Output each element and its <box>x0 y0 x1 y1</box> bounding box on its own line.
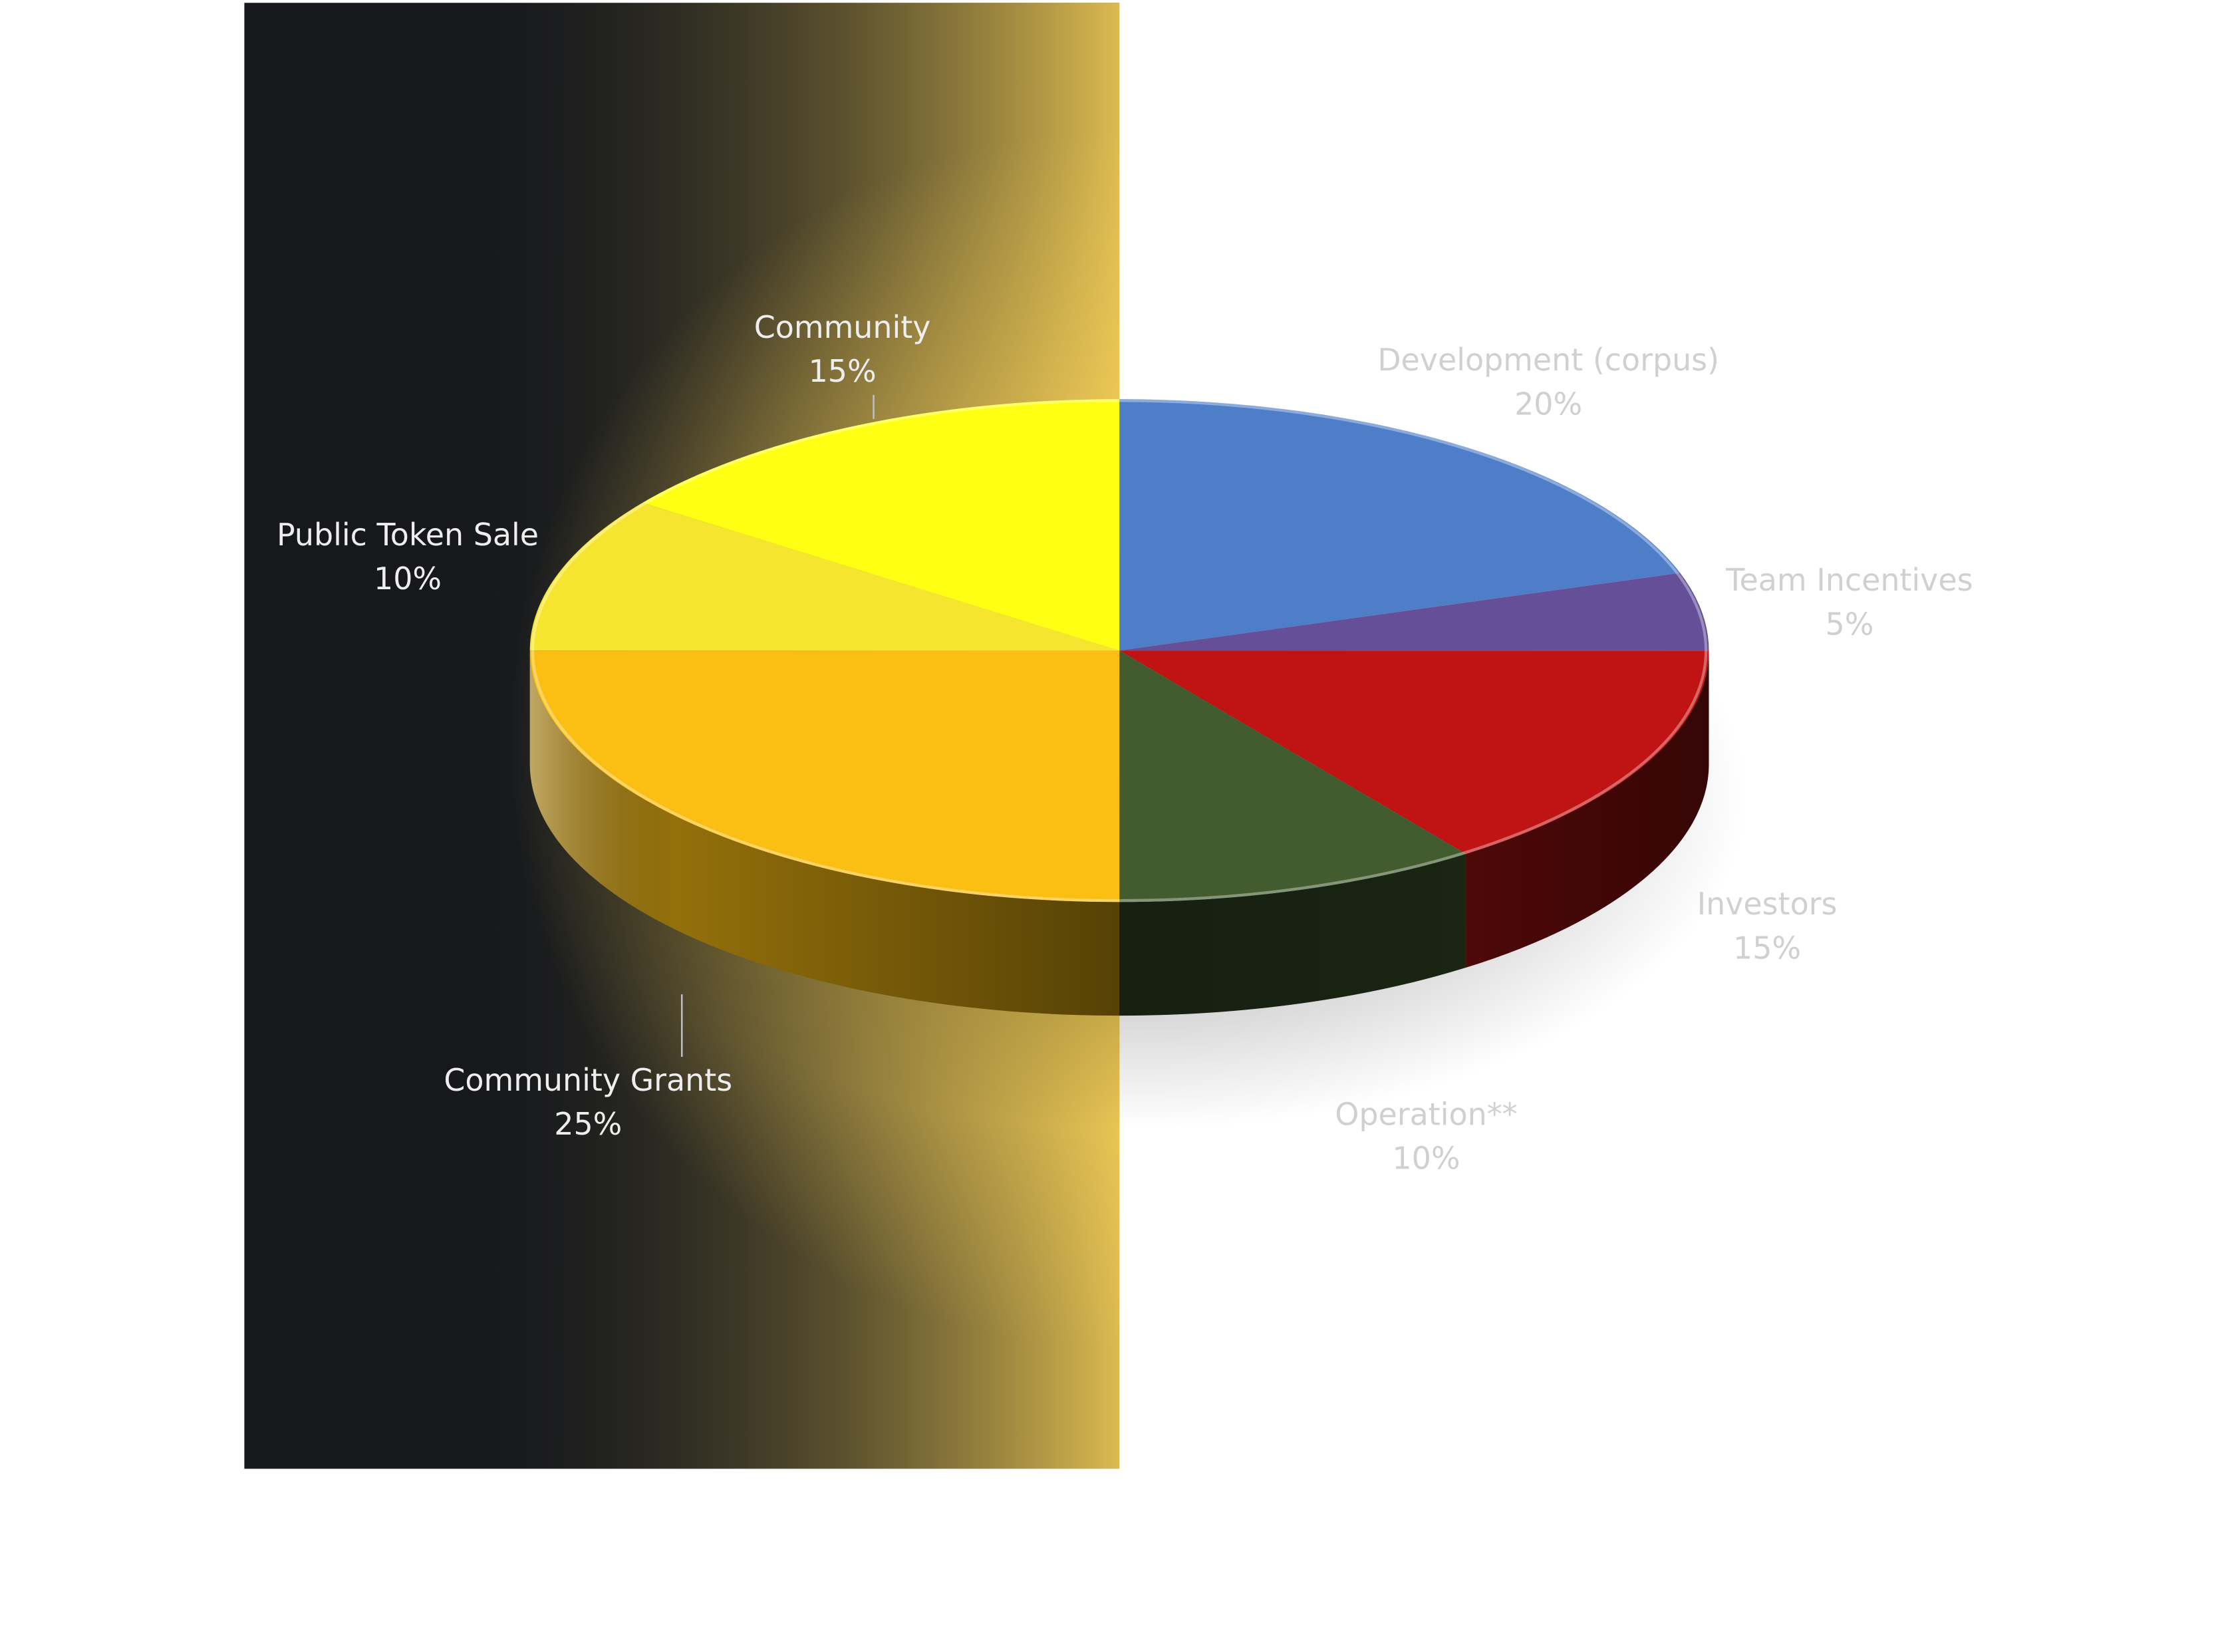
pie-slice-3 <box>1119 650 1466 902</box>
slice-labels: Development (corpus) 20% Team Incentives 5%… <box>277 309 1973 1176</box>
pie-top-slices <box>529 399 1709 902</box>
slice-value-label-5: 10% <box>374 561 442 597</box>
slice-label-2: Investors <box>1697 886 1838 922</box>
slice-label-0: Development (corpus) <box>1377 342 1719 378</box>
pie-slice-5 <box>529 503 1120 651</box>
slice-value-label-0: 20% <box>1514 386 1582 422</box>
slice-label-4: Community Grants <box>444 1062 732 1098</box>
pie-slice-6 <box>642 399 1120 651</box>
pie-rim-highlight <box>531 399 1708 902</box>
pie-slice-4 <box>529 650 1120 902</box>
slice-value-label-2: 15% <box>1733 930 1801 966</box>
slice-value-label-1: 5% <box>1826 606 1874 642</box>
pie-wall-shading <box>529 650 1709 1016</box>
slice-value-label-6: 15% <box>809 353 877 389</box>
pie-slice-0 <box>1119 399 1681 651</box>
pie-slice-1 <box>1119 573 1709 651</box>
leader-lines <box>680 394 875 1057</box>
pie-side-walls <box>529 650 1709 1016</box>
slice-value-label-3: 10% <box>1392 1140 1460 1176</box>
slice-label-3: Operation** <box>1335 1096 1517 1132</box>
slice-label-6: Community <box>754 309 931 345</box>
slice-value-label-4: 25% <box>554 1106 622 1142</box>
slice-label-5: Public Token Sale <box>277 517 539 553</box>
slice-label-1: Team Incentives <box>1725 562 1973 598</box>
pie-slice-2 <box>1119 650 1709 855</box>
